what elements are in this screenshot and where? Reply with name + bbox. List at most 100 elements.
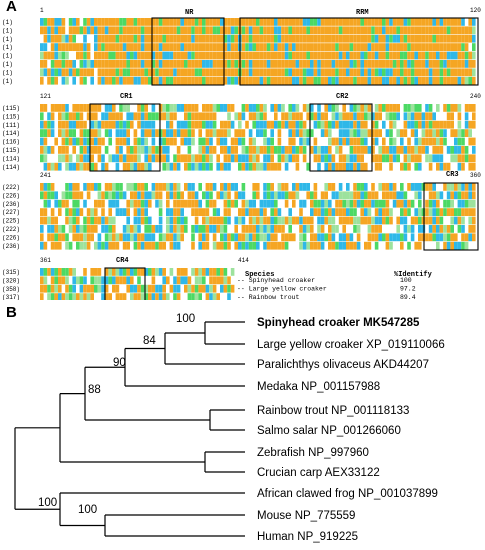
residue-cell	[108, 293, 112, 301]
residue-cell	[104, 162, 109, 171]
residue-cell	[256, 104, 260, 112]
residue-cell	[115, 208, 120, 216]
residue-cell	[223, 208, 228, 216]
residue-cell	[72, 43, 76, 51]
residue-cell	[101, 241, 105, 250]
residue-cell	[342, 225, 346, 233]
residue-cell	[158, 268, 163, 276]
sequence-start-index: (236)	[2, 201, 20, 208]
residue-cell	[259, 112, 264, 121]
residue-cell	[281, 191, 285, 200]
residue-cell	[266, 191, 271, 200]
residue-cell	[205, 104, 210, 112]
residue-cell	[292, 104, 296, 112]
residue-cell	[198, 146, 202, 154]
residue-cell	[72, 199, 76, 208]
residue-cell	[76, 216, 80, 225]
residue-cell	[198, 276, 202, 285]
residue-cell	[212, 68, 217, 77]
residue-cell	[205, 293, 210, 301]
residue-cell	[97, 60, 102, 68]
residue-cell	[313, 183, 318, 191]
residue-cell	[194, 276, 199, 285]
residue-cell	[317, 76, 321, 85]
residue-cell	[54, 284, 58, 293]
residue-cell	[47, 76, 51, 85]
residue-cell	[79, 104, 84, 112]
residue-cell	[158, 233, 163, 242]
residue-cell	[112, 183, 116, 191]
residue-cell	[457, 183, 462, 191]
residue-cell	[450, 183, 454, 191]
residue-cell	[148, 293, 152, 301]
residue-cell	[454, 216, 458, 225]
residue-cell	[342, 26, 346, 35]
residue-cell	[133, 216, 138, 225]
residue-cell	[223, 191, 228, 200]
residue-cell	[65, 162, 69, 171]
residue-cell	[446, 225, 451, 233]
residue-cell	[335, 60, 339, 68]
residue-cell	[356, 233, 361, 242]
residue-cell	[205, 112, 210, 121]
residue-cell	[101, 216, 105, 225]
residue-cell	[112, 120, 116, 129]
residue-cell	[428, 154, 433, 163]
residue-cell	[266, 233, 271, 242]
domain-label-cr3: CR3	[446, 171, 459, 179]
residue-cell	[378, 225, 382, 233]
residue-cell	[148, 154, 152, 163]
residue-cell	[378, 216, 382, 225]
residue-cell	[144, 183, 148, 191]
domain-label-rrm: RRM	[356, 9, 369, 17]
residue-cell	[248, 146, 253, 154]
residue-cell	[216, 34, 220, 43]
residue-cell	[144, 18, 148, 26]
residue-cell	[205, 191, 210, 200]
residue-cell	[43, 60, 48, 68]
residue-cell	[385, 112, 390, 121]
residue-cell	[241, 51, 246, 60]
residue-cell	[122, 26, 127, 35]
residue-cell	[58, 68, 62, 77]
residue-cell	[130, 26, 134, 35]
residue-cell	[468, 225, 472, 233]
residue-cell	[166, 34, 170, 43]
residue-cell	[144, 60, 148, 68]
residue-cell	[418, 18, 422, 26]
residue-cell	[310, 146, 314, 154]
residue-cell	[468, 129, 472, 137]
residue-cell	[425, 104, 429, 112]
residue-cell	[176, 43, 181, 51]
residue-cell	[349, 51, 354, 60]
residue-cell	[450, 26, 454, 35]
residue-cell	[173, 154, 177, 163]
residue-cell	[371, 34, 375, 43]
residue-cell	[101, 26, 105, 35]
residue-cell	[79, 120, 84, 129]
residue-cell	[324, 34, 328, 43]
residue-cell	[389, 68, 393, 77]
residue-cell	[176, 154, 181, 163]
residue-cell	[202, 120, 206, 129]
residue-cell	[252, 137, 256, 146]
residue-cell	[173, 112, 177, 121]
residue-cell	[328, 34, 332, 43]
residue-cell	[58, 112, 62, 121]
residue-cell	[58, 104, 62, 112]
residue-cell	[302, 241, 307, 250]
residue-cell	[288, 137, 292, 146]
residue-cell	[68, 68, 73, 77]
residue-cell	[371, 233, 375, 242]
residue-cell	[241, 191, 246, 200]
residue-cell	[169, 216, 174, 225]
residue-cell	[137, 120, 141, 129]
residue-cell	[335, 18, 339, 26]
residue-cell	[122, 276, 127, 285]
residue-cell	[274, 76, 278, 85]
residue-cell	[47, 26, 51, 35]
residue-cell	[472, 68, 476, 77]
residue-cell	[223, 18, 228, 26]
residue-cell	[241, 18, 246, 26]
residue-cell	[338, 162, 343, 171]
